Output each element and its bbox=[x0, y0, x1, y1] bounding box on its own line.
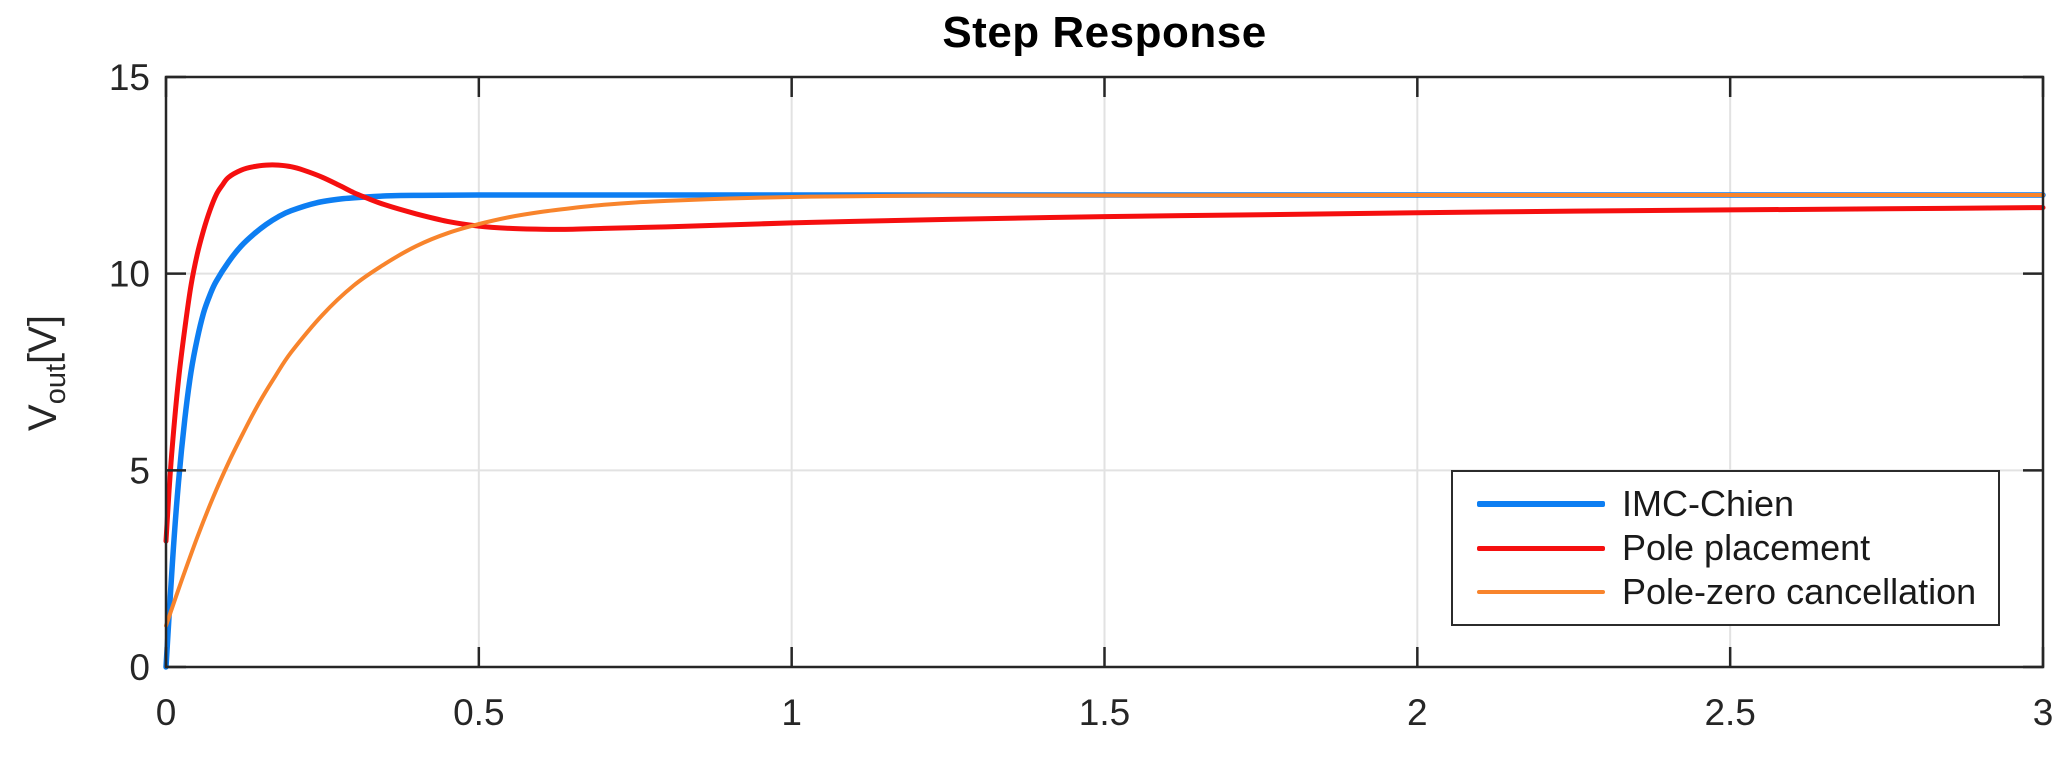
legend-line-sample-pole-zero-cancellation bbox=[1477, 590, 1605, 594]
y-tick-label: 5 bbox=[129, 450, 150, 491]
x-tick-label: 2.5 bbox=[1704, 692, 1755, 733]
chart-title: Step Response bbox=[942, 8, 1267, 57]
legend: IMC-Chien Pole placement Pole-zero cance… bbox=[1451, 470, 2000, 626]
x-tick-label: 1 bbox=[781, 692, 802, 733]
legend-row-pole-placement: Pole placement bbox=[1477, 526, 1998, 570]
curve-pole-zero-cancellation bbox=[164, 192, 2045, 628]
x-tick-label: 0.5 bbox=[453, 692, 504, 733]
legend-row-imc-chien: IMC-Chien bbox=[1477, 482, 1998, 526]
y-tick-label: 10 bbox=[109, 254, 150, 295]
legend-label-pole-placement: Pole placement bbox=[1622, 527, 1871, 568]
x-tick-label: 0 bbox=[156, 692, 177, 733]
y-tick-label: 0 bbox=[129, 647, 150, 688]
x-tick-label: 3 bbox=[2033, 692, 2054, 733]
legend-label-imc-chien: IMC-Chien bbox=[1622, 483, 1795, 524]
x-tick-label: 1.5 bbox=[1079, 692, 1130, 733]
y-tick-label: 15 bbox=[109, 57, 150, 98]
legend-row-pole-zero-cancellation: Pole-zero cancellation bbox=[1477, 570, 1998, 614]
curve-pole-placement bbox=[163, 162, 2046, 544]
legend-label-pole-zero-cancellation: Pole-zero cancellation bbox=[1622, 571, 1977, 612]
x-tick-label: 2 bbox=[1407, 692, 1428, 733]
legend-line-sample-pole-placement bbox=[1477, 545, 1605, 551]
legend-line-sample-imc-chien bbox=[1477, 501, 1605, 507]
